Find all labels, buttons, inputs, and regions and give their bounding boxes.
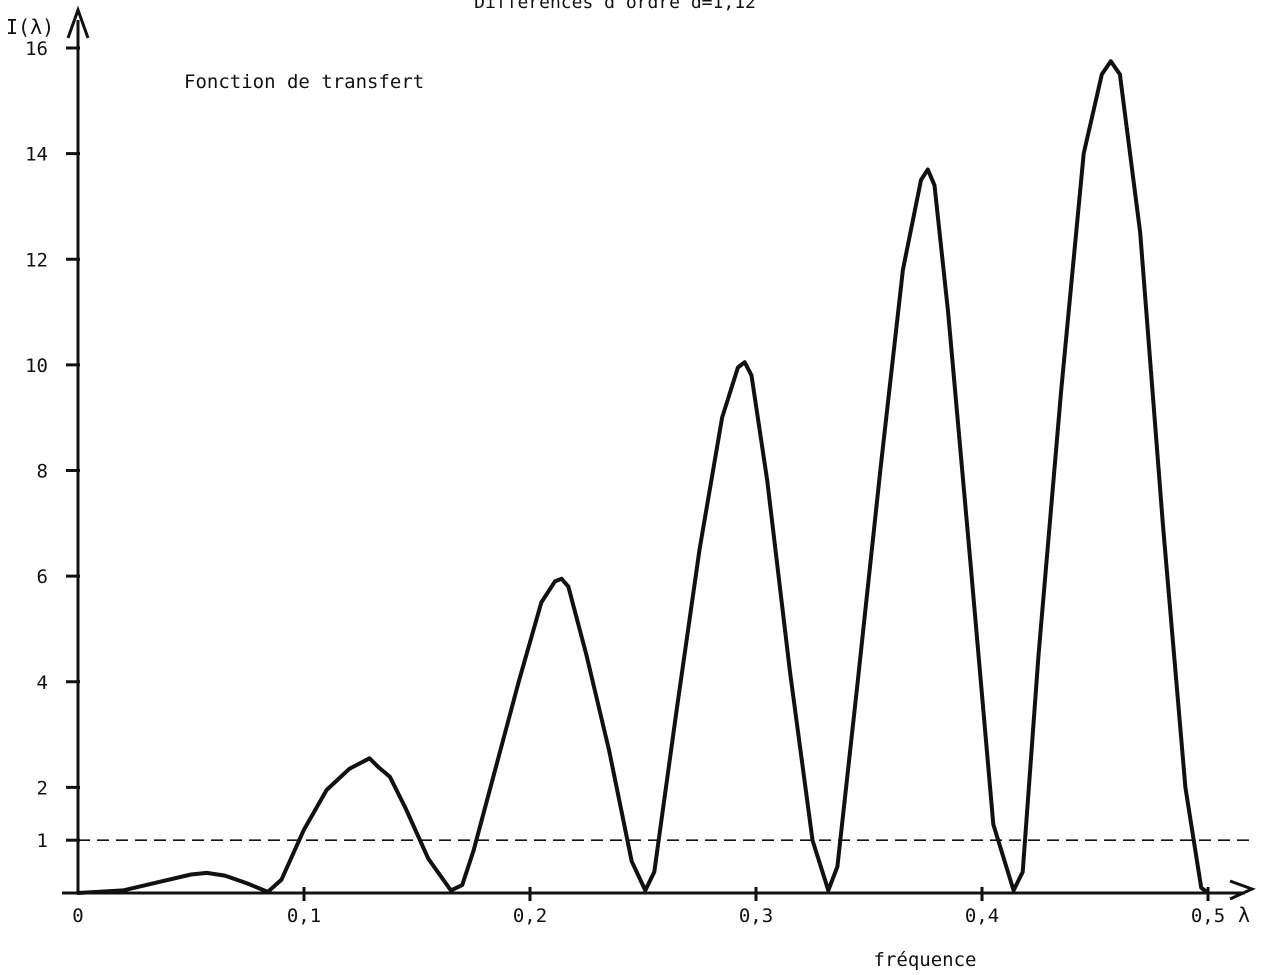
x-axis-arrow xyxy=(1229,879,1256,901)
x-tick-label-4: 0,4 xyxy=(965,905,999,927)
y-tick-label-3: 6 xyxy=(37,566,48,588)
y-tick-label-5: 10 xyxy=(25,355,48,377)
x-tick-label-1: 0,1 xyxy=(287,905,321,927)
y-tick-label-8: 16 xyxy=(25,38,48,60)
y-tick-label-7: 14 xyxy=(25,144,48,166)
x-tick-label-2: 0,2 xyxy=(513,905,547,927)
x-tick-label-3: 0,3 xyxy=(739,905,773,927)
x-tick-label-5: 0,5 xyxy=(1191,905,1225,927)
y-tick-label-4: 8 xyxy=(37,461,48,483)
y-tick-label-1: 2 xyxy=(37,777,48,799)
transfer-curve-group xyxy=(76,59,1210,895)
y-axis-label: I(λ) xyxy=(6,15,54,39)
x-axis-label: fréquence xyxy=(874,949,977,971)
y-axis-arrow xyxy=(66,5,90,39)
x-tick-label-0: 0 xyxy=(72,905,83,927)
transfer-function-annotation: Fonction de transfert xyxy=(184,71,424,93)
x-axis-symbol: λ xyxy=(1238,903,1250,927)
transfer-curve-0 xyxy=(76,59,1210,895)
y-tick-label-6: 12 xyxy=(25,249,48,271)
chart-title: Différences d'ordre d=1,12 xyxy=(474,0,756,13)
y-tick-label-0: 1 xyxy=(37,830,48,852)
y-tick-label-2: 4 xyxy=(37,672,48,694)
